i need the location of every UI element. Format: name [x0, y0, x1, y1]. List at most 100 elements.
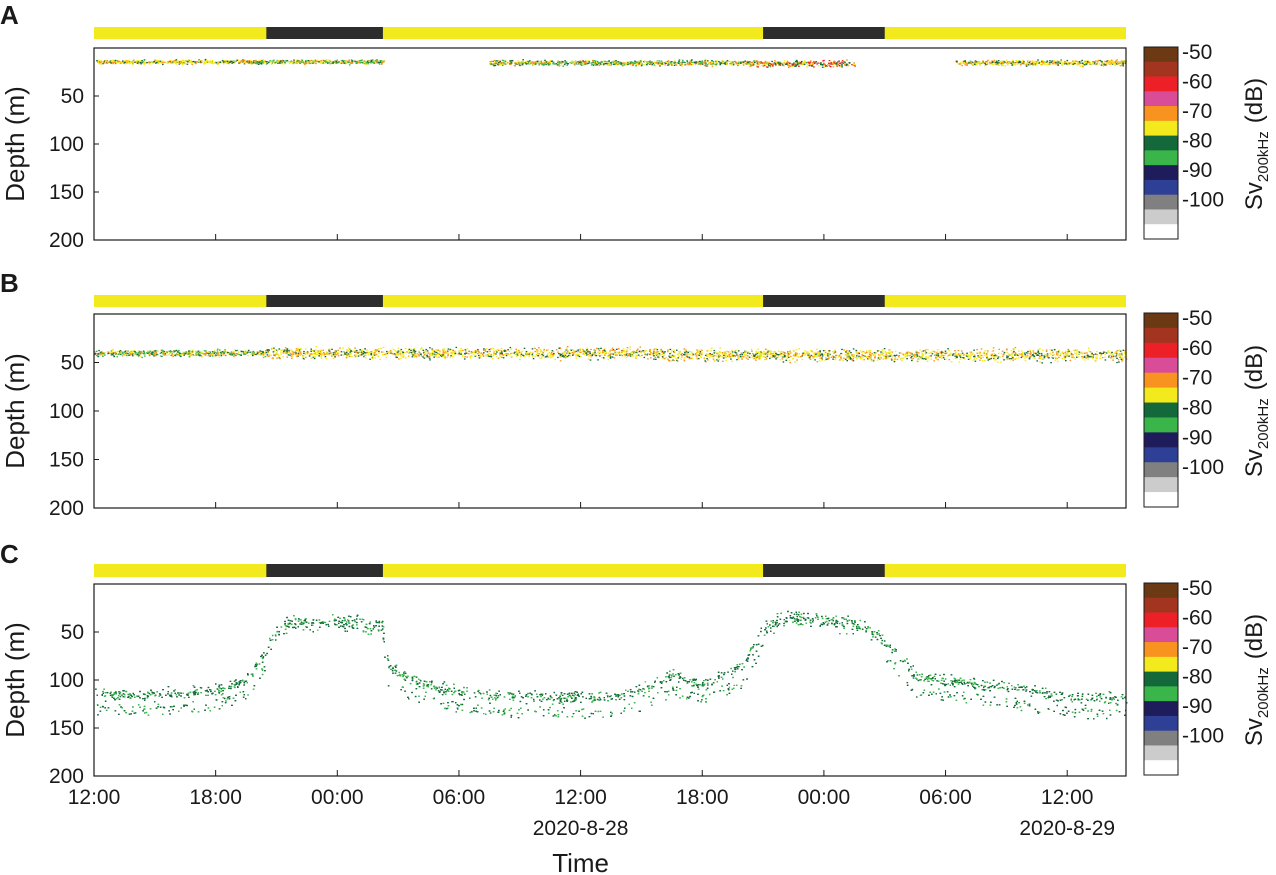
echo-cell — [282, 60, 285, 62]
echo-cell — [761, 356, 763, 358]
echo-cell — [1080, 352, 1082, 354]
echo-cell — [350, 349, 352, 352]
echo-cell — [551, 350, 554, 352]
echo-cell — [991, 60, 993, 62]
echo-cell — [349, 62, 352, 64]
echo-cell — [1112, 357, 1115, 359]
echo-cell — [419, 348, 422, 350]
echo-cell — [317, 350, 319, 352]
echo-cell — [291, 61, 294, 63]
echo-cell — [1057, 353, 1059, 355]
echo-cell — [146, 351, 149, 353]
echo-cell — [192, 349, 194, 351]
echo-cell — [171, 351, 173, 353]
echo-cell — [1030, 353, 1032, 355]
echo-cell — [627, 355, 629, 357]
echo-cell — [558, 62, 561, 64]
echo-cell — [1018, 352, 1021, 355]
echo-cell — [679, 352, 681, 354]
echo-cell — [948, 359, 951, 361]
echo-cell — [1095, 60, 1097, 62]
echo-cell — [566, 347, 568, 349]
echo-cell — [768, 64, 770, 67]
echo-cell — [1078, 62, 1081, 65]
echo-cell — [334, 353, 337, 355]
echo-cell — [826, 354, 828, 356]
echo-cell — [830, 356, 833, 358]
echo-cell — [155, 350, 158, 352]
echo-cell — [488, 348, 491, 351]
echo-cell — [400, 357, 402, 360]
echo-cell — [187, 352, 190, 354]
echo-cell — [916, 355, 919, 357]
echo-cell — [492, 355, 495, 357]
echo-cell — [626, 352, 628, 355]
echo-cell — [709, 355, 711, 357]
echo-cell — [274, 62, 276, 64]
echo-cell — [242, 351, 245, 353]
echo-cell — [1063, 356, 1066, 358]
echo-cell — [1043, 62, 1046, 64]
echo-cell — [352, 350, 355, 353]
echo-cell — [175, 60, 177, 62]
echo-cell — [395, 351, 398, 353]
echo-cell — [1051, 63, 1053, 65]
echo-cell — [204, 62, 206, 64]
echo-cell — [546, 354, 549, 356]
echo-cell — [853, 354, 856, 356]
echo-cell — [1006, 351, 1009, 353]
echo-cell — [291, 350, 293, 352]
echo-cell — [400, 348, 403, 351]
echo-cell — [748, 61, 750, 63]
echo-cell — [741, 355, 744, 357]
echo-cell — [977, 355, 979, 357]
echo-cell — [718, 358, 720, 360]
echo-cell — [516, 62, 519, 64]
echo-cell — [255, 353, 257, 356]
echo-cell — [1117, 61, 1119, 63]
echo-cell — [266, 349, 268, 351]
echo-cell — [461, 354, 464, 356]
echo-cell — [554, 358, 556, 361]
echo-cell — [424, 352, 426, 354]
echo-cell — [425, 352, 427, 354]
echo-cell — [1025, 65, 1028, 67]
echo-cell — [576, 354, 578, 356]
echo-cell — [303, 350, 305, 353]
echo-cell — [227, 62, 229, 64]
echo-cell — [726, 350, 728, 352]
echo-cell — [464, 356, 466, 358]
echo-cell — [826, 65, 828, 67]
echo-cell — [452, 349, 454, 351]
echo-cell — [1076, 60, 1078, 63]
echo-cell — [172, 60, 175, 63]
echo-cell — [495, 353, 497, 355]
echo-cell — [439, 351, 441, 353]
echo-cell — [732, 355, 734, 358]
echo-cell — [996, 63, 998, 65]
echo-cell — [935, 357, 937, 359]
echo-cell — [738, 356, 741, 359]
echo-cell — [175, 63, 177, 65]
echo-cell — [636, 63, 638, 65]
echo-cell — [522, 60, 524, 62]
echo-cell — [1093, 60, 1096, 63]
echo-cell — [765, 62, 767, 64]
echo-cell — [822, 62, 825, 64]
echo-cell — [1066, 59, 1069, 62]
echo-cell — [559, 360, 562, 362]
echo-cell — [865, 356, 868, 358]
echo-cell — [810, 65, 813, 67]
echo-cell — [862, 355, 865, 358]
echo-cell — [795, 59, 798, 62]
echo-cell — [640, 63, 642, 65]
echo-cell — [911, 353, 914, 355]
echo-cell — [358, 351, 360, 353]
echo-cell — [821, 357, 823, 359]
echo-cell — [732, 62, 735, 64]
echo-cell — [654, 354, 657, 356]
echo-cell — [663, 358, 666, 360]
echo-cell — [587, 351, 589, 353]
echo-cell — [737, 355, 739, 357]
echo-cell — [428, 355, 431, 358]
